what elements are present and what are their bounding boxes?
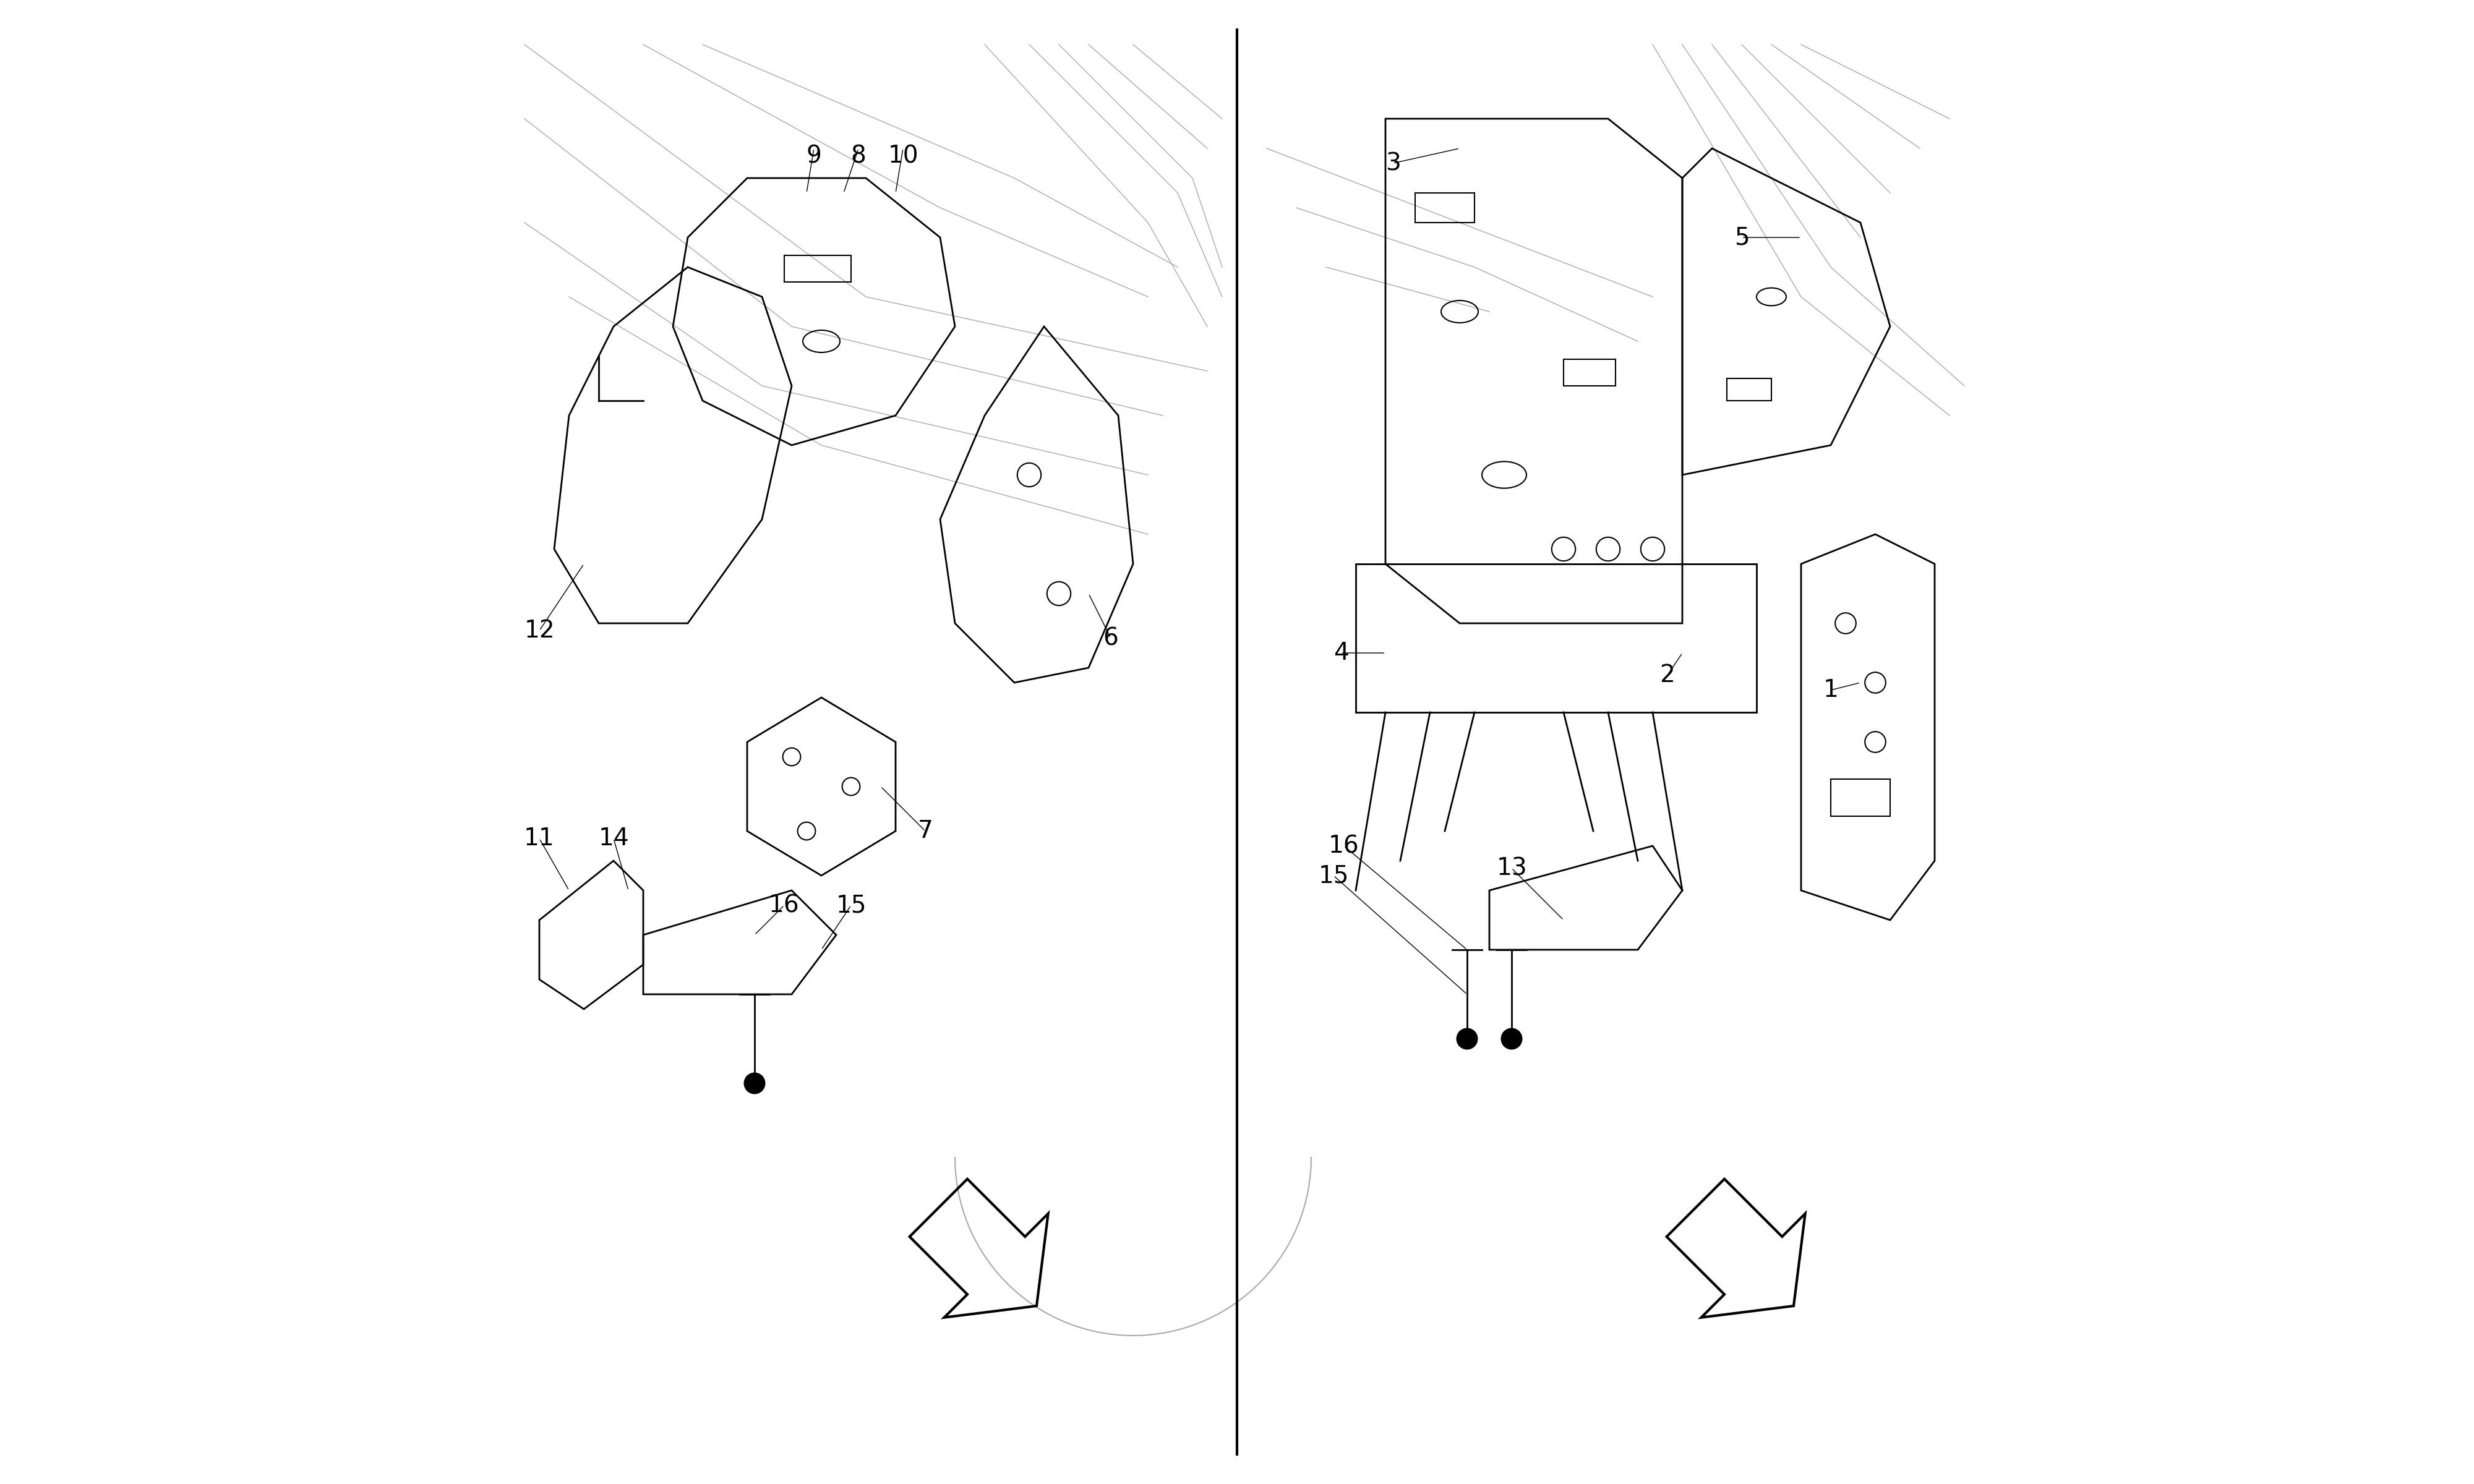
Text: 14: 14 <box>599 827 628 850</box>
Text: 16: 16 <box>1329 834 1358 858</box>
Text: 15: 15 <box>1319 864 1348 887</box>
Text: 16: 16 <box>769 893 799 917</box>
Text: 3: 3 <box>1385 151 1400 175</box>
Text: 9: 9 <box>807 144 821 168</box>
Text: 8: 8 <box>851 144 866 168</box>
Text: 15: 15 <box>836 893 866 917</box>
Text: 10: 10 <box>888 144 918 168</box>
Text: 12: 12 <box>524 619 554 643</box>
Circle shape <box>1457 1028 1477 1049</box>
Bar <box>1727 378 1771 401</box>
Bar <box>1831 779 1890 816</box>
Text: 1: 1 <box>1823 678 1838 702</box>
Circle shape <box>1502 1028 1522 1049</box>
Bar <box>1415 193 1475 223</box>
Text: 6: 6 <box>1103 626 1118 650</box>
Text: 5: 5 <box>1734 226 1749 249</box>
Text: 2: 2 <box>1660 663 1675 687</box>
Bar <box>784 255 851 282</box>
Circle shape <box>745 1073 764 1094</box>
Text: 7: 7 <box>918 819 933 843</box>
Bar <box>1564 359 1616 386</box>
Text: 4: 4 <box>1333 641 1348 665</box>
Text: 13: 13 <box>1497 856 1526 880</box>
Text: 11: 11 <box>524 827 554 850</box>
